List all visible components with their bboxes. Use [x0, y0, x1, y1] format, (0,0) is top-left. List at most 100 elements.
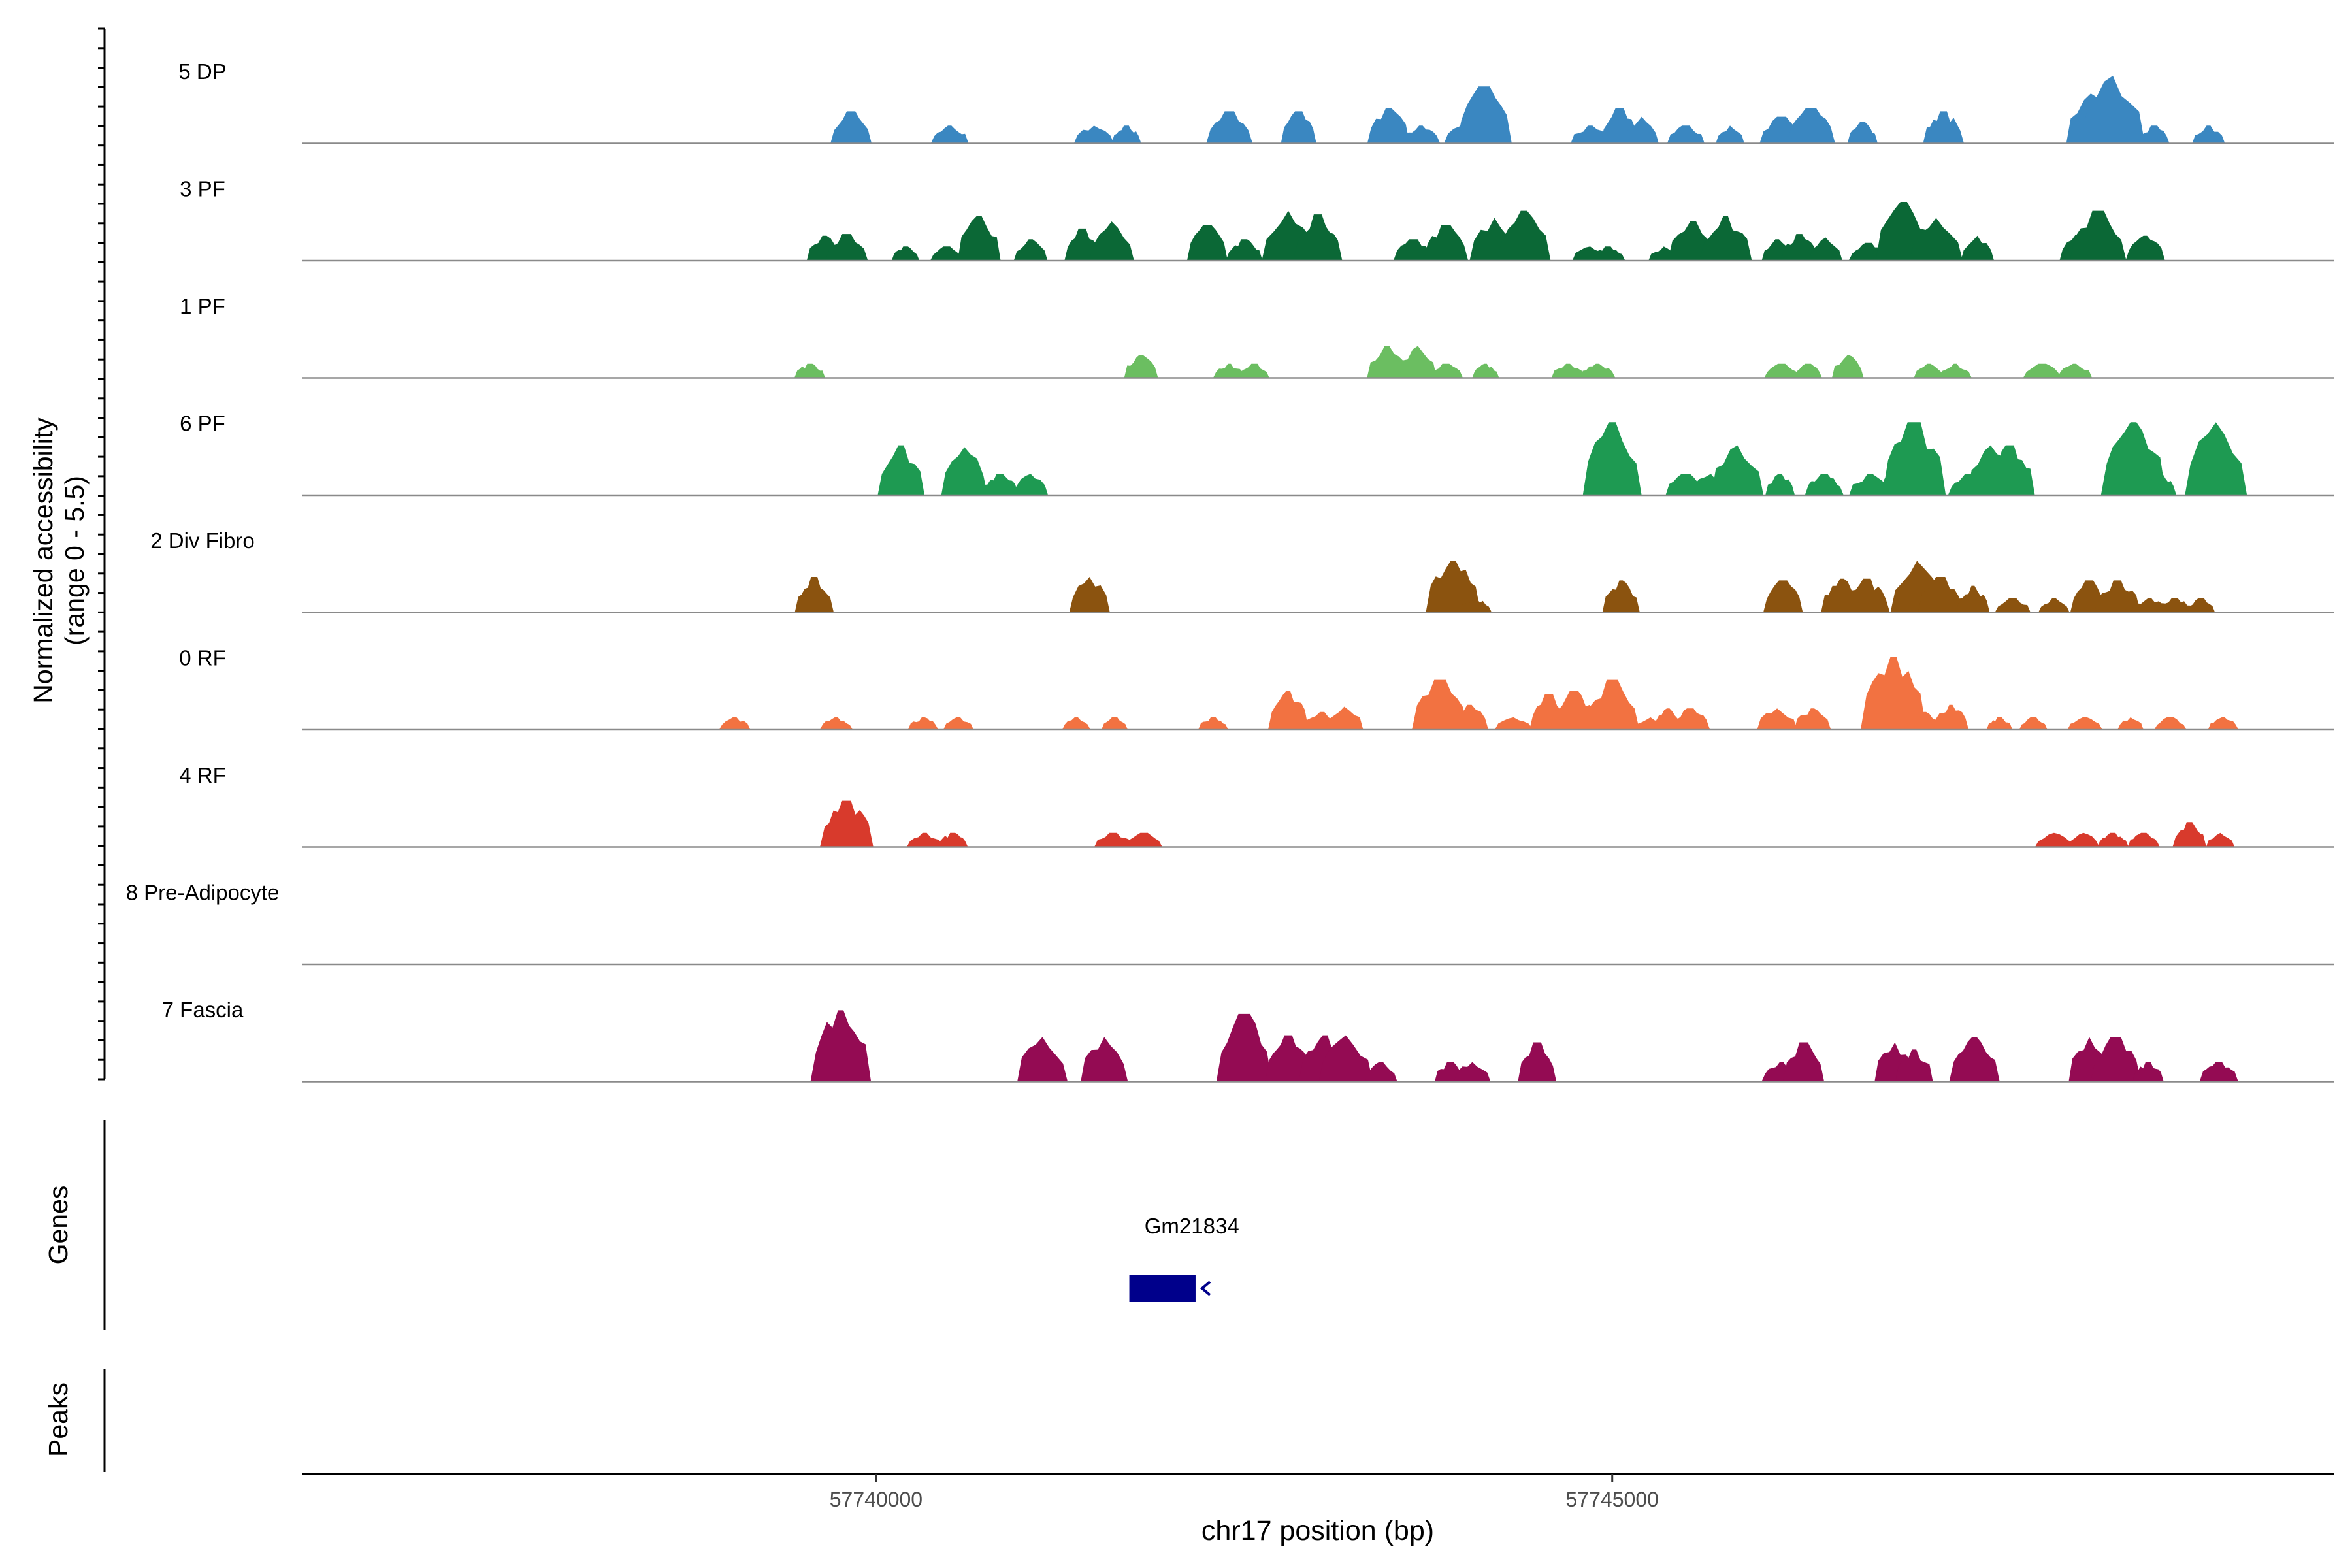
track-label: 1 PF	[180, 294, 225, 318]
peak-area	[810, 1010, 872, 1082]
gene-gm21834: Gm21834	[1129, 1214, 1239, 1302]
peak-area	[1089, 221, 1134, 261]
peak-area	[1923, 111, 1965, 144]
peak-area	[1711, 445, 1764, 495]
peak-area	[2143, 474, 2177, 495]
peak-area	[943, 717, 974, 730]
peak-area	[1956, 585, 1990, 613]
peak-area	[1933, 704, 1969, 730]
peak-area	[1456, 86, 1512, 144]
peak-area	[1268, 691, 1309, 730]
peak-area	[1293, 214, 1343, 261]
track-0-rf: 0 RF	[179, 645, 2334, 731]
peak-area	[1914, 363, 1944, 378]
peak-area	[1961, 235, 1995, 261]
peak-area	[1783, 1042, 1825, 1082]
peak-area	[820, 800, 874, 847]
peak-area	[1017, 1037, 1068, 1082]
peak-area	[1832, 355, 1864, 378]
peak-area	[2155, 598, 2194, 613]
peak-area	[1602, 580, 1640, 613]
peak-area	[2117, 717, 2144, 730]
peak-area	[2038, 598, 2070, 613]
peak-area	[1426, 561, 1481, 613]
peak-area	[2023, 363, 2061, 378]
peak-area	[1805, 474, 1844, 495]
x-axis-title: chr17 position (bp)	[1201, 1515, 1434, 1546]
coverage-tracks: 5 DP 3 PF 1 PF 6 PF 2 Div Fibro 0 RF 4 RF 8 Pre…	[126, 59, 2334, 1083]
peak-area	[1069, 577, 1110, 613]
peak-area	[1367, 108, 1410, 144]
peak-area	[1111, 125, 1141, 144]
peak-area	[1590, 246, 1625, 261]
peak-area	[891, 246, 920, 261]
track-7-fascia: 7 Fascia	[162, 998, 2334, 1083]
x-axis: 57740000 57745000 chr17 position (bp)	[302, 1473, 2334, 1546]
peak-area	[1763, 580, 1803, 613]
peak-area	[2138, 125, 2170, 144]
track-label: 8 Pre-Adipocyte	[126, 880, 280, 904]
peak-area	[2208, 717, 2239, 730]
gene-body	[1129, 1275, 1196, 1302]
peak-area	[1429, 363, 1463, 378]
peak-area	[2206, 832, 2235, 847]
peak-area	[825, 234, 868, 261]
peak-area	[2091, 1037, 2141, 1082]
peak-area	[1986, 717, 2013, 730]
peak-area	[1882, 422, 1946, 495]
peak-area	[1399, 346, 1437, 378]
peak-area	[1216, 1013, 1272, 1082]
peak-area	[1909, 218, 1963, 261]
peaks-panel: Peaks	[43, 1369, 106, 1472]
peak-area	[2172, 822, 2206, 847]
peak-area	[819, 717, 853, 730]
peak-area	[1393, 239, 1434, 261]
peak-area	[906, 832, 943, 847]
peak-area	[1984, 445, 2035, 495]
gene-strand-arrow	[1200, 1281, 1211, 1296]
peak-area	[1849, 474, 1891, 495]
peak-area	[830, 111, 872, 144]
track-label: 5 DP	[178, 59, 226, 84]
peak-area	[1454, 1062, 1491, 1082]
track-1-pf: 1 PF	[180, 294, 2334, 379]
peak-area	[2019, 717, 2048, 730]
peak-area	[1995, 598, 2031, 613]
peak-area	[930, 246, 964, 261]
peak-area	[1918, 577, 1963, 613]
peak-area	[1582, 422, 1642, 495]
peak-area	[1671, 708, 1710, 730]
peak-area	[877, 445, 925, 495]
peak-area	[1198, 717, 1228, 730]
peak-area	[1765, 474, 1795, 495]
y-axis: Normalized accessibility (range 0 - 5.5)	[28, 27, 106, 1081]
peak-area	[1365, 1062, 1397, 1082]
peak-area	[1325, 706, 1364, 730]
peak-area	[1844, 578, 1890, 613]
peak-area	[1905, 711, 1944, 730]
x-tick-label: 57740000	[830, 1488, 923, 1511]
peak-area	[981, 474, 1019, 495]
peak-area	[1716, 125, 1744, 144]
peak-area	[1401, 125, 1441, 144]
peak-area	[1013, 239, 1048, 261]
track-3-pf: 3 PF	[180, 176, 2334, 262]
peak-area	[1062, 717, 1090, 730]
peak-area	[1550, 691, 1598, 730]
peak-area	[1124, 355, 1158, 378]
peak-area	[2187, 598, 2215, 613]
track-4-rf: 4 RF	[179, 763, 2334, 848]
peak-area	[1318, 1035, 1373, 1082]
peak-area	[1094, 832, 1132, 847]
peak-area	[1281, 111, 1316, 144]
peak-area	[1458, 598, 1492, 613]
peak-area	[2094, 580, 2141, 613]
peak-area	[1367, 346, 1407, 378]
peak-area	[1186, 225, 1228, 261]
y-axis-title-line-1: Normalized accessibility	[28, 417, 58, 704]
peak-area	[1895, 1049, 1933, 1082]
track-2-div-fibro: 2 Div Fibro	[150, 529, 2334, 613]
track-label: 3 PF	[180, 176, 225, 201]
track-label: 0 RF	[179, 645, 226, 670]
